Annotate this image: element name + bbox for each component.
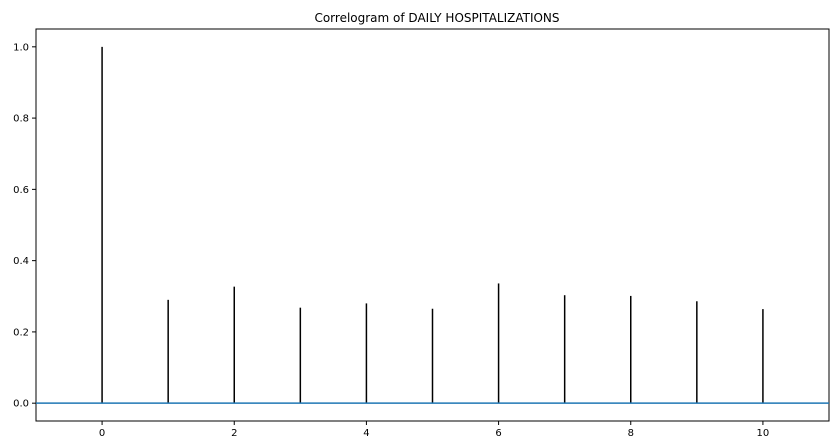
x-axis: 0 2 4 6 8 10 <box>99 421 769 439</box>
y-axis: 0.0 0.2 0.4 0.6 0.8 1.0 <box>13 42 36 410</box>
plot-area <box>36 46 829 404</box>
x-tick-label: 2 <box>231 428 237 439</box>
y-tick-label: 0.2 <box>13 327 29 338</box>
y-tick-label: 0.4 <box>13 256 29 267</box>
y-tick-label: 0.6 <box>13 185 29 196</box>
y-tick-label: 1.0 <box>13 42 29 53</box>
x-tick-label: 10 <box>757 428 770 439</box>
y-tick-label: 0.0 <box>13 399 29 410</box>
x-tick-label: 4 <box>363 428 369 439</box>
x-tick-label: 0 <box>99 428 105 439</box>
chart-title: Correlogram of DAILY HOSPITALIZATIONS <box>314 11 559 25</box>
x-tick-label: 6 <box>495 428 501 439</box>
x-tick-label: 8 <box>628 428 634 439</box>
plot-frame <box>35 28 830 422</box>
y-tick-label: 0.8 <box>13 114 29 125</box>
